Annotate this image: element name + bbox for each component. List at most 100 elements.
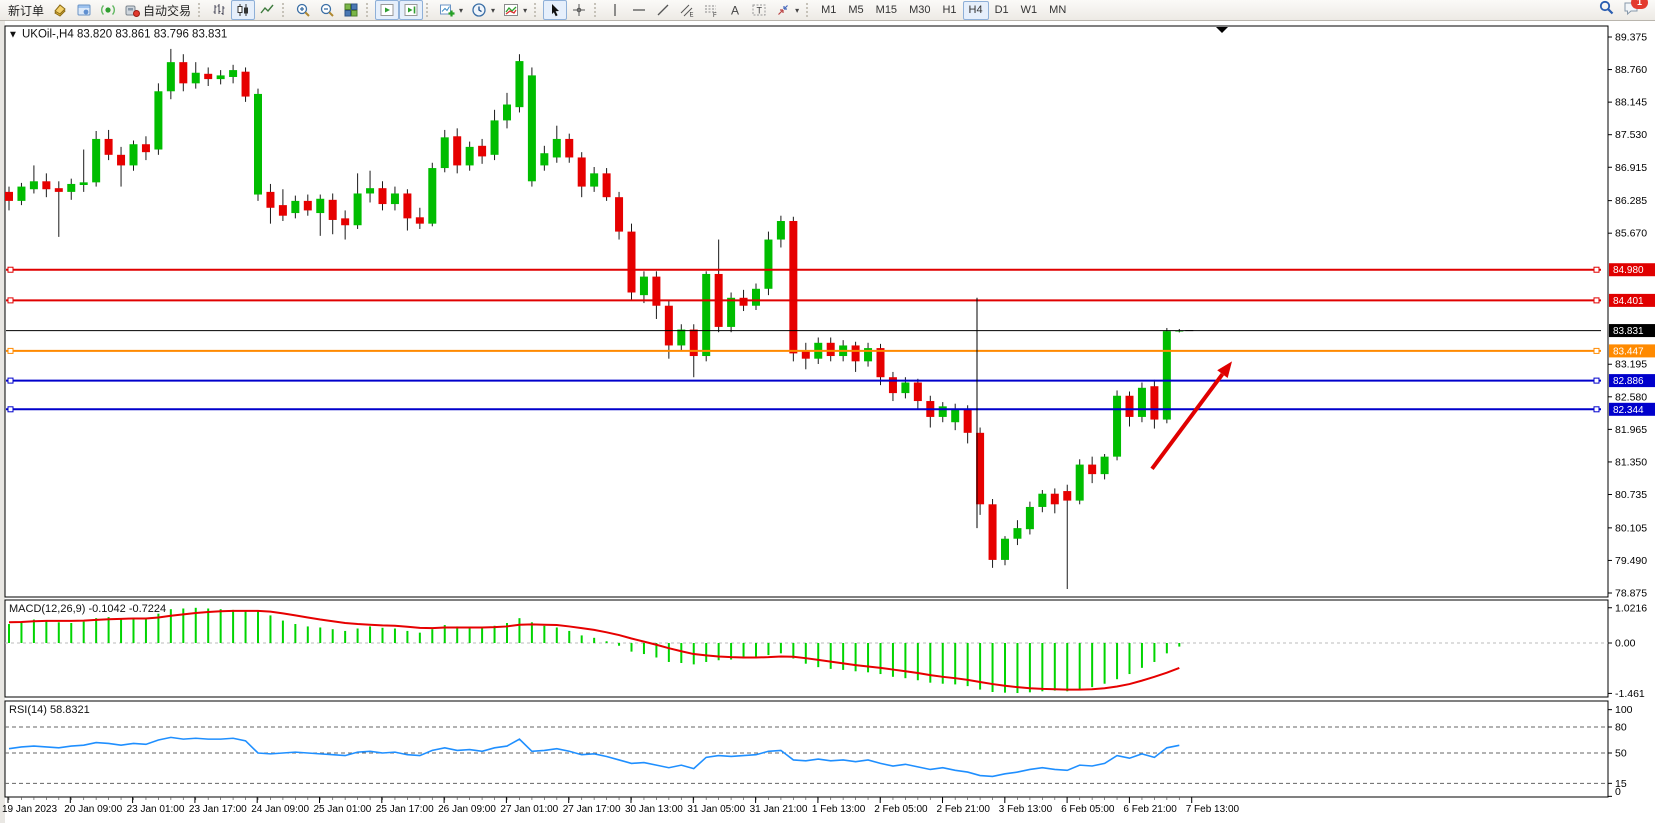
- template-button[interactable]: ▾: [499, 0, 531, 20]
- price-label-badge: [1609, 344, 1655, 358]
- bar-chart-button[interactable]: [207, 0, 231, 20]
- zoom-out-button[interactable]: [315, 0, 339, 20]
- candle-body: [141, 144, 150, 153]
- main-toolbar: 新订单 自动交易: [0, 0, 1655, 21]
- candle-body: [702, 273, 711, 357]
- candle-body: [129, 144, 138, 166]
- candle-body: [739, 297, 748, 306]
- price-tick-label: 88.145: [1615, 97, 1647, 109]
- timeframe-w1[interactable]: W1: [1020, 4, 1038, 16]
- time-tick-label: 2 Feb 21:00: [937, 804, 991, 815]
- text-label-button[interactable]: T: [747, 0, 771, 20]
- timeframe-m30[interactable]: M30: [909, 4, 931, 16]
- chevron-down-icon[interactable]: ▾: [795, 5, 800, 15]
- crosshair-button[interactable]: [567, 0, 591, 20]
- candle-body: [963, 408, 972, 433]
- timeframe-m5[interactable]: M5: [848, 4, 864, 16]
- trendline-button[interactable]: [651, 0, 675, 20]
- candle-body: [5, 191, 13, 201]
- chevron-down-icon[interactable]: ▾: [459, 5, 464, 15]
- trend-arrow-shaft[interactable]: [1150, 372, 1225, 471]
- level-handle[interactable]: [7, 377, 14, 384]
- signal-button[interactable]: [96, 0, 120, 20]
- auto-scroll-button[interactable]: [375, 0, 400, 20]
- macd-tick-label: 1.0216: [1615, 602, 1647, 614]
- time-tick-label: 3 Feb 13:00: [999, 804, 1053, 815]
- tile-windows-button[interactable]: [339, 0, 363, 20]
- timeframe-m15[interactable]: M15: [875, 4, 898, 16]
- level-handle[interactable]: [1593, 266, 1600, 273]
- price-tick-label: 86.285: [1615, 195, 1647, 207]
- channel-button[interactable]: E: [675, 0, 699, 20]
- candle-body: [602, 173, 611, 198]
- price-label-badge: [1609, 374, 1655, 388]
- candle-body: [179, 62, 188, 84]
- charts-window-button[interactable]: [72, 0, 96, 20]
- new-chart-icon: [439, 2, 455, 18]
- candle-body: [204, 73, 213, 80]
- level-handle[interactable]: [7, 406, 14, 413]
- auto-trading-label: 自动交易: [143, 3, 192, 18]
- toolbar-separator: [366, 3, 371, 17]
- toolbar-separator: [806, 3, 811, 17]
- zoom-in-button[interactable]: [291, 0, 315, 20]
- candle-body: [752, 288, 760, 306]
- chevron-down-icon[interactable]: ▾: [491, 5, 496, 15]
- crosshair-icon: [571, 2, 587, 18]
- text-button[interactable]: A: [723, 0, 747, 20]
- period-button[interactable]: ▾: [467, 0, 499, 20]
- arrows-button[interactable]: ▾: [771, 0, 803, 20]
- candle-body: [92, 138, 101, 183]
- time-tick-label: 30 Jan 13:00: [625, 804, 683, 815]
- candle-body: [1150, 386, 1159, 420]
- level-handle[interactable]: [7, 297, 14, 304]
- level-handle[interactable]: [1593, 377, 1600, 384]
- notifications-button[interactable]: 1: [1623, 0, 1648, 21]
- timeframe-mn[interactable]: MN: [1049, 4, 1067, 16]
- chart-shift-button[interactable]: [399, 0, 424, 20]
- quotes-button[interactable]: [48, 0, 72, 20]
- horizontal-level-lines[interactable]: 84.980 84.401 83.831 83.447 82.886 82.344: [6, 263, 1655, 416]
- auto-trading-button[interactable]: 自动交易: [120, 0, 195, 20]
- level-handle[interactable]: [7, 347, 14, 354]
- template-icon: [503, 2, 519, 18]
- candle-body: [789, 221, 798, 354]
- vertical-line-icon: [607, 2, 623, 18]
- chart-annotations[interactable]: [976, 27, 1232, 529]
- price-tick-label: 78.875: [1615, 587, 1647, 599]
- pane-borders: [4, 25, 1609, 798]
- fibonacci-button[interactable]: F: [699, 0, 723, 20]
- level-handle[interactable]: [1593, 347, 1600, 354]
- time-axis: 19 Jan 2023 20 Jan 09:00 23 Jan 01:00 23 Ja…: [2, 797, 1240, 815]
- timeframe-d1[interactable]: D1: [994, 4, 1009, 16]
- svg-text:F: F: [713, 13, 717, 18]
- horizontal-line-button[interactable]: [627, 0, 651, 20]
- timeframe-h4[interactable]: H4: [962, 0, 989, 20]
- timeframe-m1[interactable]: M1: [821, 4, 837, 16]
- level-handle[interactable]: [7, 266, 14, 273]
- candle-body: [1137, 387, 1146, 417]
- level-handle[interactable]: [1593, 297, 1600, 304]
- time-tick-label: 7 Feb 13:00: [1186, 804, 1240, 815]
- timeframe-h1[interactable]: H1: [942, 4, 957, 16]
- chart-shift-marker[interactable]: [1216, 27, 1228, 33]
- candle-body: [390, 193, 399, 205]
- search-icon[interactable]: [1598, 0, 1615, 21]
- collapse-icon[interactable]: ▼: [8, 30, 18, 41]
- new-chart-button[interactable]: ▾: [435, 0, 467, 20]
- vertical-line-button[interactable]: [603, 0, 627, 20]
- trend-arrow-head[interactable]: [1217, 361, 1232, 379]
- new-order-button[interactable]: 新订单: [4, 0, 48, 20]
- cursor-button[interactable]: [543, 0, 568, 20]
- candlestick-chart-button[interactable]: [231, 0, 256, 20]
- chevron-down-icon[interactable]: ▾: [523, 5, 528, 15]
- level-handle[interactable]: [1593, 406, 1600, 413]
- chart-canvas[interactable]: 89.375 88.760 88.145 87.530 86.915 86.285 85.6…: [0, 21, 1655, 823]
- time-tick-label: 20 Jan 09:00: [64, 804, 122, 815]
- notification-badge: 1: [1631, 0, 1648, 9]
- candle-body: [727, 297, 736, 327]
- price-label-text: 83.447: [1613, 346, 1644, 357]
- line-chart-button[interactable]: [255, 0, 279, 20]
- candle-body: [1038, 493, 1047, 507]
